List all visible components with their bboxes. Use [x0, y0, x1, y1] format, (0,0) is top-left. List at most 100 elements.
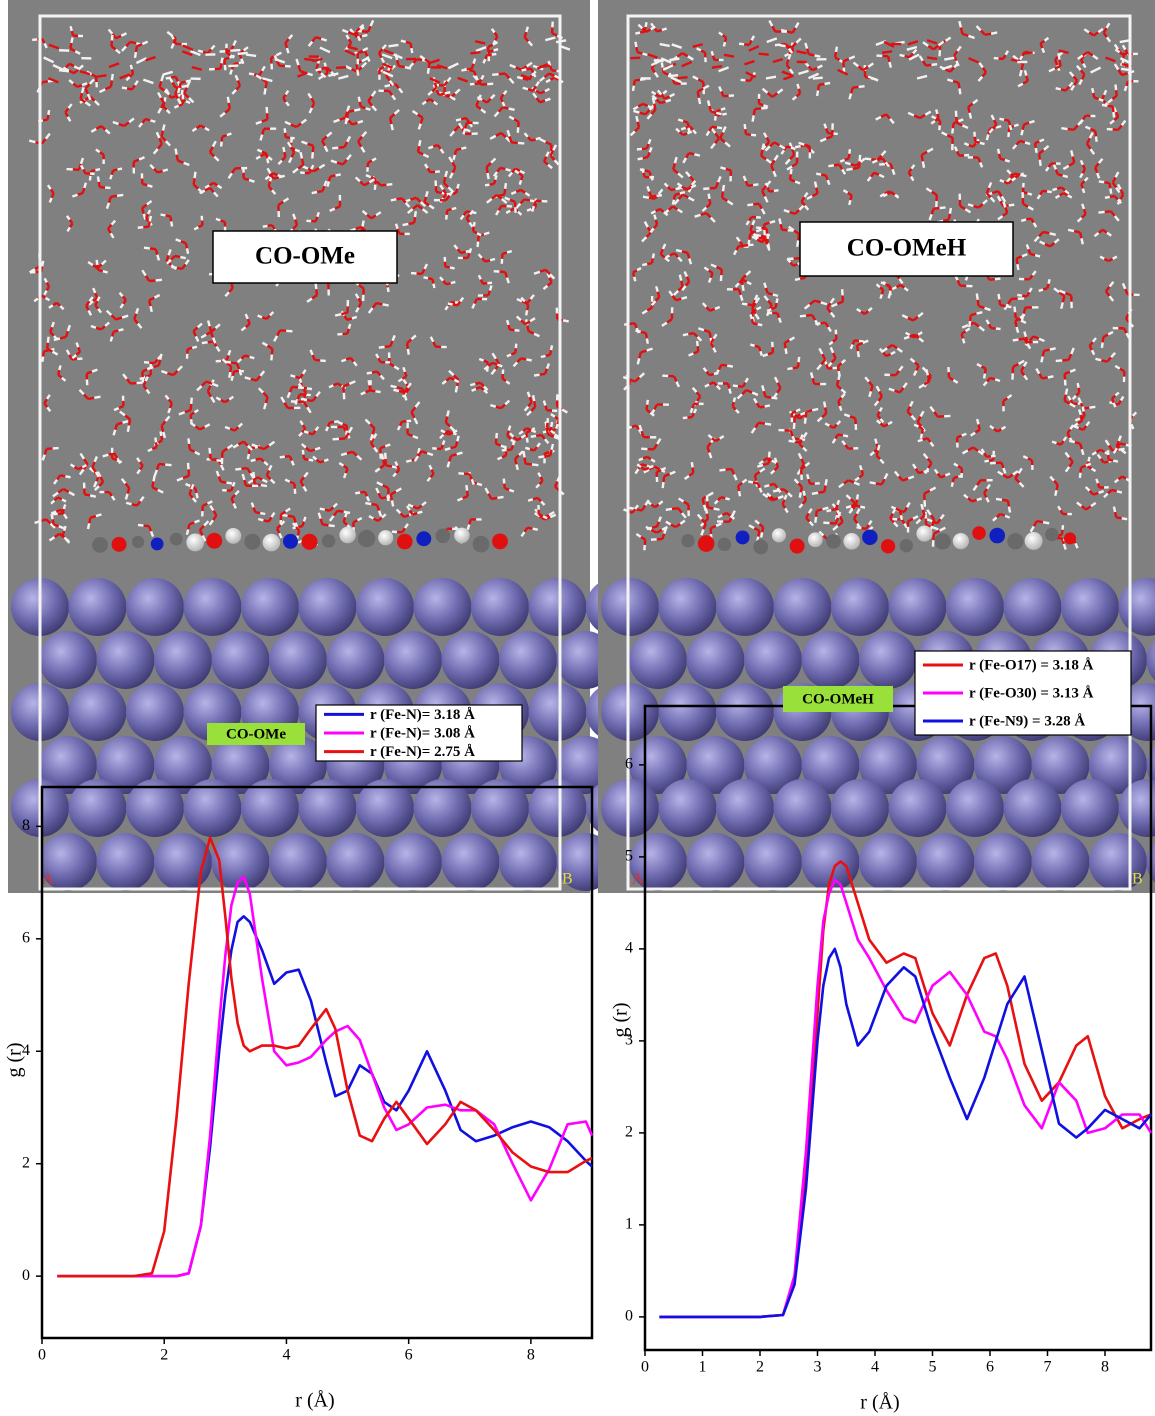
metal-atom [716, 779, 774, 837]
bond [112, 170, 113, 174]
bond [1057, 187, 1062, 188]
bond [1024, 123, 1029, 125]
bond [144, 248, 150, 249]
bond [750, 315, 751, 319]
bond [969, 321, 970, 327]
atom [1025, 532, 1043, 550]
bond [900, 55, 905, 56]
bond [1102, 105, 1107, 106]
bond [163, 432, 165, 438]
bond [117, 423, 123, 425]
bond [1039, 154, 1040, 160]
bond [1099, 491, 1104, 493]
bond [516, 464, 517, 469]
bond [815, 182, 816, 188]
bond [851, 345, 853, 349]
bond [857, 494, 858, 499]
bond [322, 524, 328, 525]
bond [771, 398, 777, 399]
bond [451, 282, 456, 283]
bond [849, 149, 850, 154]
bond [54, 525, 59, 527]
bond [928, 375, 930, 381]
bond [414, 217, 415, 223]
bond [528, 499, 533, 500]
bond [182, 86, 188, 87]
bond [640, 32, 645, 33]
atom [322, 534, 335, 547]
bond [220, 63, 221, 69]
atom [492, 533, 508, 549]
bond [806, 315, 812, 316]
bond [263, 226, 268, 227]
bond [470, 52, 480, 53]
bond [800, 278, 805, 279]
bond [419, 140, 420, 146]
bond [722, 191, 723, 197]
bond [657, 30, 662, 31]
bond [348, 111, 354, 112]
bond [507, 320, 508, 325]
bond [816, 511, 817, 517]
bond [552, 444, 553, 450]
bond [188, 348, 193, 349]
bond [688, 253, 690, 259]
corner-label: A [42, 871, 54, 888]
metal-atom [269, 631, 327, 689]
bond [507, 251, 512, 252]
bond [817, 509, 823, 511]
bond [90, 495, 96, 496]
bond [469, 248, 471, 253]
bond [43, 351, 44, 356]
bond [439, 94, 445, 95]
bond [285, 456, 290, 457]
atom [206, 533, 222, 549]
bond [128, 425, 129, 431]
bond [1025, 142, 1030, 144]
bond [385, 346, 391, 347]
bond [675, 193, 680, 194]
bond [510, 330, 515, 331]
bond [135, 52, 136, 58]
bond [487, 167, 488, 173]
bond [1082, 449, 1084, 455]
bond [995, 379, 1000, 380]
bond [646, 22, 647, 27]
bond [853, 168, 859, 169]
bond [526, 433, 527, 438]
bond [1095, 131, 1096, 136]
metal-atom [659, 779, 717, 837]
bond [757, 465, 763, 467]
bond [791, 169, 792, 174]
bond [478, 241, 479, 247]
x-tick-label: 1 [699, 1359, 707, 1376]
bond [334, 421, 339, 422]
atom [681, 534, 694, 547]
bond [978, 300, 979, 306]
bond [195, 488, 196, 493]
bond [153, 475, 154, 481]
bond [524, 451, 525, 457]
bond [401, 41, 406, 42]
bond [722, 114, 726, 115]
bond [1020, 175, 1026, 176]
bond [1043, 232, 1049, 233]
legend-label: r (Fe-N9) = 3.28 Å [969, 713, 1085, 729]
bond [1040, 160, 1041, 166]
bond [372, 372, 377, 373]
bond [998, 149, 999, 154]
bond [862, 470, 863, 475]
bond [227, 133, 232, 135]
bond [1035, 143, 1036, 148]
bond [637, 52, 642, 53]
bond [149, 221, 150, 226]
x-tick-label: 8 [1101, 1359, 1109, 1376]
bond [72, 31, 73, 36]
atom [244, 534, 260, 550]
bond [150, 120, 155, 121]
bond [1103, 337, 1104, 342]
y-tick-label: 6 [22, 929, 30, 946]
metal-atom [601, 683, 659, 741]
bond [234, 63, 239, 64]
bond [487, 84, 493, 85]
